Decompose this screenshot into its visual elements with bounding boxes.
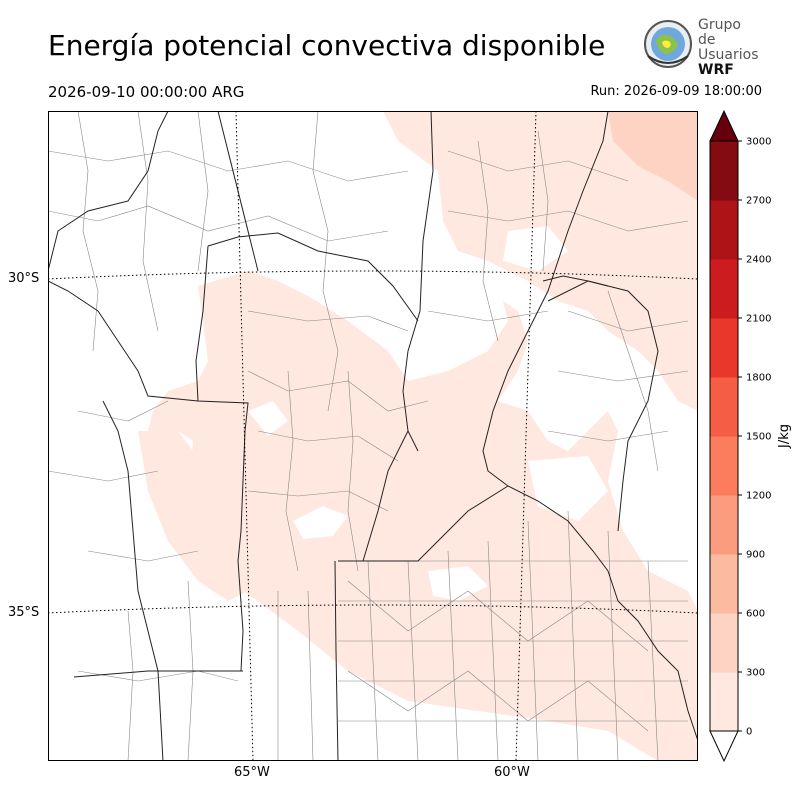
meridian-60w <box>515 111 537 761</box>
boundary-cordoba-west <box>195 245 249 672</box>
boundary-riodelaplata <box>507 485 698 742</box>
colorbar-bin <box>710 200 738 260</box>
boundary-north <box>207 232 419 322</box>
boundary-ba-west <box>334 560 339 761</box>
colorbar-tick-label: 2100 <box>746 314 771 325</box>
map-title: Energía potencial convectiva disponible <box>48 29 606 62</box>
boundary-catamarca <box>48 111 169 272</box>
lat-label-30s: 30°S <box>8 271 40 286</box>
cape-gaps <box>248 226 608 601</box>
colorbar-bin <box>710 613 738 673</box>
colorbar-bin <box>710 554 738 614</box>
parallel-35s <box>48 604 698 614</box>
boundary-river-uruguay <box>542 275 609 287</box>
wrf-group-logo: Grupo de Usuarios WRF <box>640 16 760 78</box>
colorbar-tick-label: 0 <box>746 727 752 738</box>
colorbar-unit-label: J/kg <box>777 424 792 449</box>
logo-line-2: Usuarios <box>698 47 759 63</box>
parallel-30s <box>48 270 698 280</box>
boundary-santafe-ba <box>338 485 509 562</box>
cape-map <box>48 111 698 761</box>
boundary-santafe-er <box>482 111 609 487</box>
colorbar-bin <box>710 141 738 201</box>
colorbar-bin <box>710 436 738 496</box>
graticule <box>48 111 698 761</box>
logo-line-1: Grupo de <box>698 17 741 48</box>
colorbar-tick-label: 900 <box>746 550 765 561</box>
cape-region-central <box>148 271 698 761</box>
lon-label-60w: 60°W <box>494 765 530 780</box>
colorbar-bin <box>710 672 738 732</box>
run-time: Run: 2026-09-09 18:00:00 <box>590 84 762 99</box>
department-boundaries <box>48 111 689 761</box>
colorbar: 0 300 600 900 1200 1500 1800 2100 2400 2700 3000 J/… <box>709 109 792 763</box>
buenos-aires-partidos <box>338 510 688 761</box>
colorbar-tick-label: 2700 <box>746 196 771 207</box>
colorbar-bin <box>710 377 738 437</box>
logo-line-3: WRF <box>698 62 734 78</box>
boundary-lapampa-north <box>73 670 243 678</box>
boundary-santiago-chaco <box>402 111 434 452</box>
boundary-sanluis-mendoza <box>102 400 164 761</box>
colorbar-tick-label: 2400 <box>746 255 771 266</box>
colorbar-bin <box>710 318 738 378</box>
colorbar-bin <box>710 495 738 555</box>
colorbar-tick-label: 1500 <box>746 432 771 443</box>
lat-label-35s: 35°S <box>8 605 40 620</box>
cape-region-west <box>138 431 248 601</box>
colorbar-tick-label: 1800 <box>746 373 771 384</box>
colorbar-tick-label: 1200 <box>746 491 771 502</box>
boundary-mendoza <box>48 280 199 402</box>
lon-label-65w: 65°W <box>234 765 270 780</box>
colorbar-extend-min <box>709 730 739 763</box>
meridian-65w <box>235 111 254 761</box>
boundary-cordoba-east <box>362 430 409 562</box>
colorbar-tick-label: 600 <box>746 609 765 620</box>
colorbar-tick-label: 300 <box>746 668 765 679</box>
colorbar-bin <box>710 259 738 319</box>
cape-region-northeast <box>608 111 698 201</box>
valid-time: 2026-09-10 00:00:00 ARG <box>48 83 245 101</box>
province-boundaries <box>48 111 698 761</box>
colorbar-extend-max <box>709 109 739 142</box>
globe-logo-icon <box>644 20 692 68</box>
colorbar-tick-label: 3000 <box>746 137 771 148</box>
